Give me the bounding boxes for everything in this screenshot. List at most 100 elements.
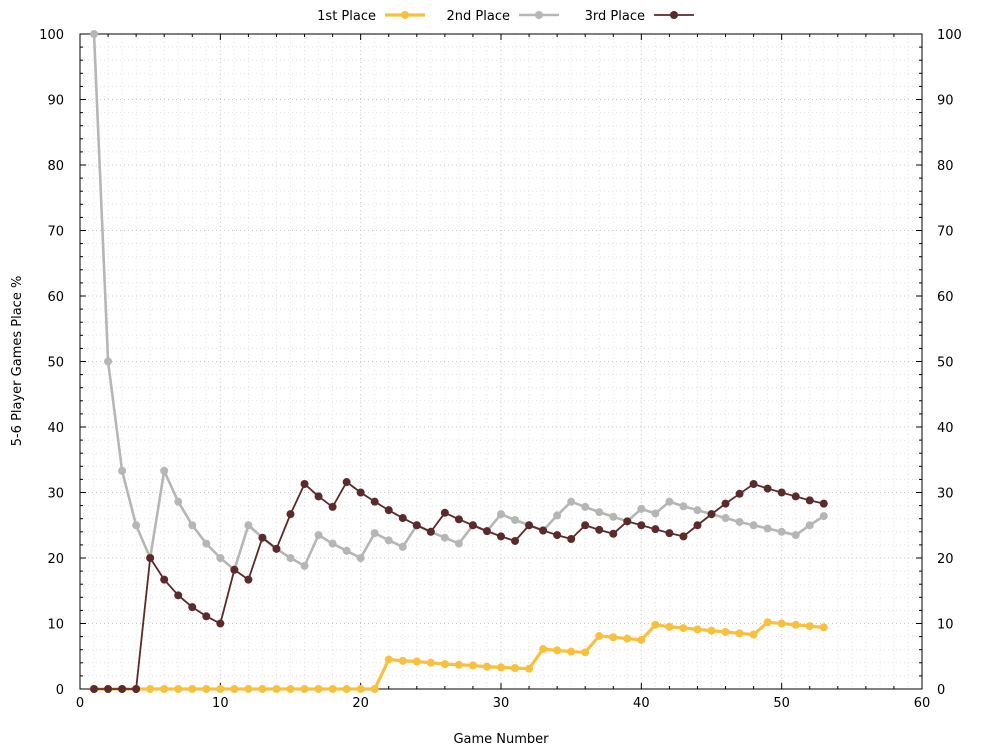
- data-point-2nd-place: [174, 497, 183, 506]
- y-tick-label-right: 50: [937, 356, 954, 371]
- data-point-1st-place: [398, 656, 407, 665]
- data-point-3rd-place: [244, 575, 253, 584]
- data-point-1st-place: [497, 663, 505, 672]
- data-point-3rd-place: [384, 506, 393, 515]
- data-point-3rd-place: [104, 685, 113, 693]
- y-tick-label-left: 90: [47, 94, 64, 109]
- data-point-3rd-place: [356, 488, 365, 497]
- data-point-3rd-place: [370, 497, 379, 506]
- x-tick-label: 20: [352, 696, 369, 711]
- x-tick-label: 40: [633, 696, 650, 711]
- data-point-3rd-place: [749, 479, 758, 488]
- data-point-3rd-place: [497, 532, 505, 541]
- data-point-2nd-place: [216, 554, 225, 562]
- data-point-2nd-place: [693, 506, 702, 515]
- data-point-3rd-place: [735, 489, 744, 498]
- data-point-3rd-place: [595, 525, 604, 534]
- data-point-3rd-place: [805, 496, 814, 505]
- data-point-3rd-place: [398, 514, 407, 523]
- data-point-1st-place: [763, 618, 772, 627]
- data-point-3rd-place: [454, 515, 463, 524]
- data-point-2nd-place: [160, 466, 169, 475]
- data-point-2nd-place: [553, 511, 562, 520]
- data-point-3rd-place: [412, 521, 421, 530]
- data-point-2nd-place: [188, 521, 197, 530]
- data-point-2nd-place: [132, 521, 141, 530]
- y-tick-label-left: 40: [47, 421, 64, 436]
- data-point-1st-place: [244, 685, 253, 693]
- legend-marker: [670, 11, 678, 19]
- data-point-2nd-place: [370, 529, 379, 538]
- data-point-1st-place: [286, 685, 295, 693]
- data-point-1st-place: [230, 685, 239, 693]
- data-point-1st-place: [693, 625, 702, 634]
- legend-item-2nd-place: 2nd Place: [447, 9, 559, 24]
- data-point-1st-place: [819, 623, 828, 632]
- data-point-3rd-place: [665, 529, 674, 538]
- data-point-2nd-place: [805, 521, 814, 530]
- data-point-3rd-place: [440, 508, 449, 517]
- y-tick-label-right: 60: [937, 290, 954, 305]
- data-point-2nd-place: [104, 357, 113, 366]
- data-point-1st-place: [721, 628, 730, 637]
- data-point-2nd-place: [609, 512, 618, 521]
- data-point-1st-place: [216, 685, 225, 693]
- legend-label: 1st Place: [317, 9, 376, 24]
- y-tick-label-right: 40: [937, 421, 954, 436]
- data-point-1st-place: [370, 685, 379, 693]
- data-point-2nd-place: [511, 516, 520, 525]
- data-point-2nd-place: [679, 502, 688, 511]
- data-point-1st-place: [160, 685, 169, 693]
- data-point-3rd-place: [581, 521, 590, 530]
- y-tick-label-left: 20: [47, 552, 64, 567]
- y-tick-label-left: 0: [56, 683, 64, 698]
- data-point-3rd-place: [160, 575, 169, 584]
- data-point-3rd-place: [819, 499, 828, 508]
- y-tick-label-right: 0: [937, 683, 945, 698]
- data-point-1st-place: [454, 660, 463, 669]
- data-point-3rd-place: [525, 521, 534, 530]
- data-point-2nd-place: [791, 531, 800, 540]
- series-3rd-place: [90, 478, 828, 693]
- data-point-1st-place: [342, 685, 351, 693]
- data-point-2nd-place: [749, 521, 758, 530]
- data-point-2nd-place: [637, 504, 646, 513]
- data-point-1st-place: [791, 620, 800, 629]
- data-point-1st-place: [258, 685, 267, 693]
- y-tick-label-right: 20: [937, 552, 954, 567]
- data-point-1st-place: [426, 658, 435, 667]
- data-point-2nd-place: [454, 539, 463, 548]
- data-point-3rd-place: [300, 479, 309, 488]
- data-point-1st-place: [482, 662, 491, 671]
- y-tick-label-left: 80: [47, 159, 64, 174]
- data-point-3rd-place: [314, 492, 323, 501]
- data-point-3rd-place: [553, 531, 562, 540]
- data-point-2nd-place: [665, 497, 674, 506]
- data-point-1st-place: [328, 685, 337, 693]
- data-point-2nd-place: [651, 509, 660, 518]
- legend-label: 2nd Place: [447, 9, 510, 24]
- y-tick-label-right: 90: [937, 94, 954, 109]
- x-axis-label: Game Number: [453, 732, 549, 747]
- data-point-3rd-place: [777, 488, 786, 497]
- data-point-2nd-place: [90, 30, 99, 38]
- data-point-1st-place: [356, 685, 365, 693]
- data-point-3rd-place: [230, 565, 239, 574]
- data-point-1st-place: [314, 685, 323, 693]
- data-point-2nd-place: [581, 502, 590, 511]
- data-point-3rd-place: [188, 603, 197, 612]
- y-tick-label-left: 10: [47, 618, 64, 633]
- x-tick-label: 0: [76, 696, 84, 711]
- y-tick-label-right: 80: [937, 159, 954, 174]
- data-point-3rd-place: [482, 527, 491, 536]
- data-point-1st-place: [188, 685, 197, 693]
- y-tick-label-left: 70: [47, 225, 64, 240]
- legend: 1st Place 2nd Place 3rd Place: [317, 9, 694, 24]
- y-tick-label-right: 100: [937, 28, 962, 43]
- y-tick-label-right: 10: [937, 618, 954, 633]
- data-point-2nd-place: [342, 546, 351, 555]
- data-point-3rd-place: [567, 535, 576, 544]
- data-point-1st-place: [300, 685, 309, 693]
- x-tick-label: 30: [493, 696, 510, 711]
